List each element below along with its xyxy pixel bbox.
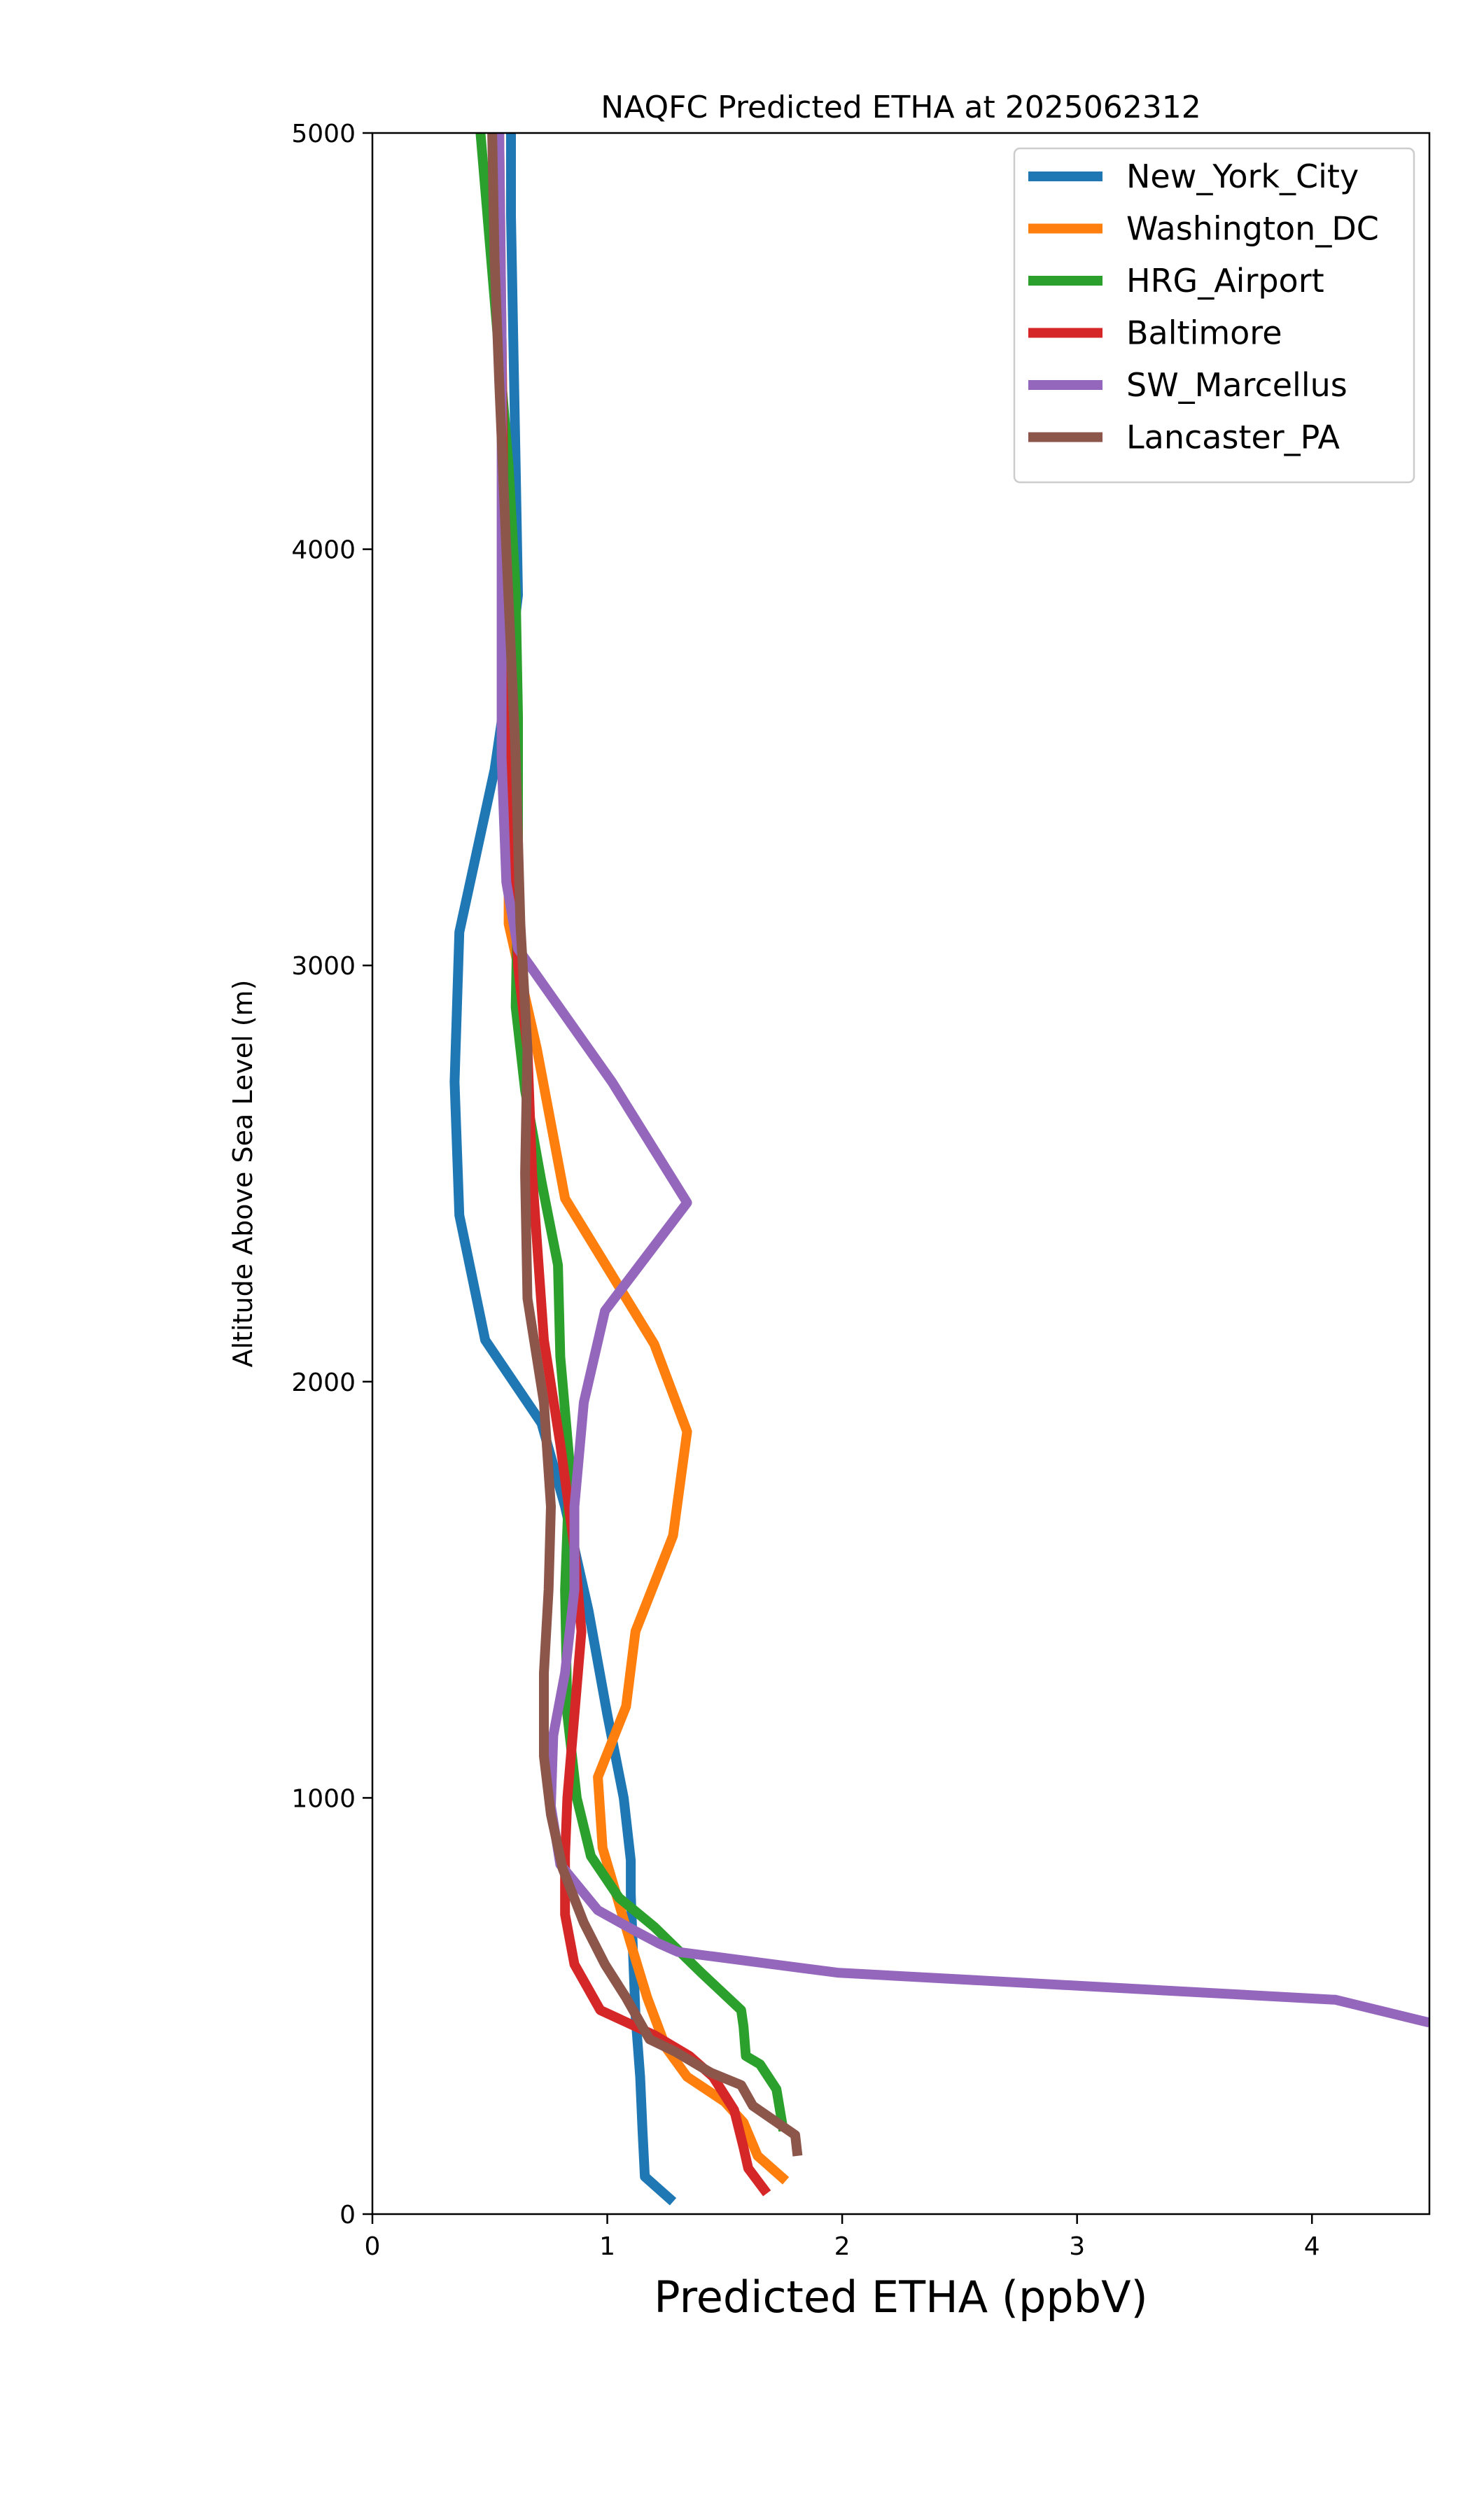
y-tick-label: 3000 bbox=[291, 952, 356, 981]
series-line-sw-marcellus bbox=[494, 133, 1429, 2028]
legend-label: Baltimore bbox=[1126, 314, 1282, 352]
x-tick-label: 3 bbox=[1069, 2232, 1085, 2261]
series-line-lancaster-pa bbox=[487, 133, 803, 2157]
y-tick-label: 4000 bbox=[291, 536, 356, 565]
chart-title: NAQFC Predicted ETHA at 2025062312 bbox=[601, 90, 1200, 125]
legend-label: Lancaster_PA bbox=[1126, 419, 1340, 456]
y-tick-label: 5000 bbox=[291, 120, 356, 148]
y-axis: 0 1000 2000 3000 4000 5000 bbox=[291, 120, 372, 2230]
legend: New_York_City Washington_DC HRG_Airport Bal… bbox=[1013, 147, 1415, 484]
x-tick-label: 4 bbox=[1304, 2232, 1320, 2261]
x-tick-label: 1 bbox=[599, 2232, 615, 2261]
legend-label: Washington_DC bbox=[1126, 210, 1379, 248]
x-axis-label: Predicted ETHA (ppbV) bbox=[654, 2272, 1147, 2323]
y-tick-label: 1000 bbox=[291, 1784, 356, 1813]
x-axis: 0 1 2 3 4 bbox=[365, 2214, 1320, 2261]
y-tick-label: 0 bbox=[340, 2201, 356, 2230]
legend-frame bbox=[1013, 147, 1415, 484]
y-tick-label: 2000 bbox=[291, 1368, 356, 1397]
legend-label: New_York_City bbox=[1126, 158, 1359, 195]
y-axis-label: Altitude Above Sea Level (m) bbox=[227, 980, 258, 1368]
x-tick-label: 0 bbox=[365, 2232, 381, 2261]
series-line-washington-dc bbox=[494, 133, 790, 2185]
legend-label: HRG_Airport bbox=[1126, 262, 1324, 300]
series-layer bbox=[449, 133, 1429, 2206]
plot-frame bbox=[371, 132, 1431, 2216]
x-tick-label: 2 bbox=[834, 2232, 850, 2261]
legend-label: SW_Marcellus bbox=[1126, 366, 1348, 404]
